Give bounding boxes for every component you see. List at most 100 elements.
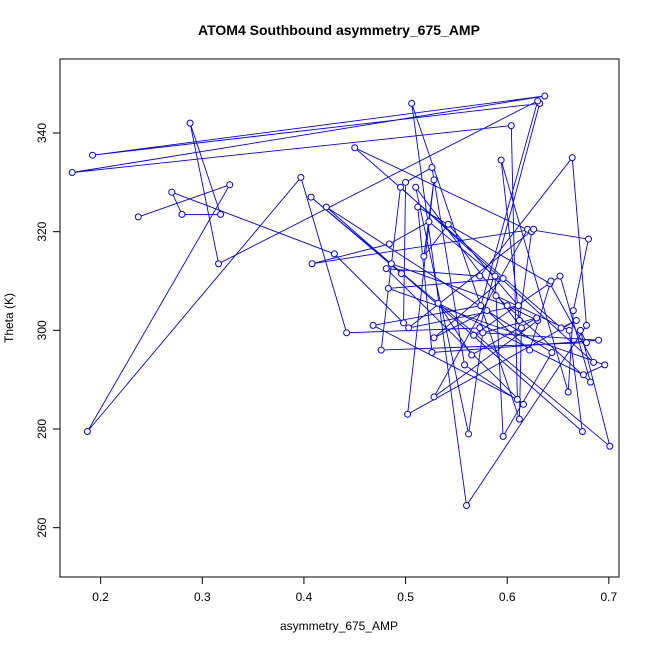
y-tick-label: 340	[35, 123, 49, 143]
data-point	[479, 329, 487, 337]
chart-title: ATOM4 Southbound asymmetry_675_AMP	[198, 22, 480, 38]
data-point	[556, 272, 564, 280]
data-point	[564, 388, 572, 396]
y-tick-label: 260	[35, 517, 49, 537]
data-point	[468, 351, 476, 359]
data-point	[568, 154, 576, 162]
data-point	[587, 378, 595, 386]
data-point	[533, 314, 541, 322]
data-point	[89, 151, 97, 159]
data-point	[499, 432, 507, 440]
data-point	[576, 326, 584, 334]
data-point	[606, 442, 614, 450]
data-point	[308, 260, 316, 268]
data-point	[412, 183, 420, 191]
data-point	[476, 324, 484, 332]
data-point	[514, 302, 522, 310]
data-point	[68, 168, 76, 176]
data-point	[400, 319, 408, 327]
data-point	[83, 427, 91, 435]
data-point	[377, 346, 385, 354]
data-point	[483, 307, 491, 315]
data-point	[463, 501, 471, 509]
data-point	[402, 178, 410, 186]
data-point	[343, 329, 351, 337]
data-point	[470, 331, 478, 339]
x-tick-label: 0.2	[92, 590, 109, 604]
data-point	[425, 218, 433, 226]
data-point	[491, 272, 499, 280]
data-point	[530, 225, 538, 233]
data-point	[382, 265, 390, 273]
data-point	[226, 181, 234, 189]
data-point	[428, 164, 436, 172]
data-point	[547, 277, 555, 285]
data-point	[565, 326, 573, 334]
data-point	[526, 346, 534, 354]
y-axis-label: Theta (K)	[2, 293, 16, 343]
data-point	[541, 92, 549, 100]
data-point	[369, 321, 377, 329]
y-tick-label: 320	[35, 221, 49, 241]
data-point	[513, 395, 521, 403]
data-point	[408, 99, 416, 107]
data-point	[572, 316, 580, 324]
data-point	[428, 349, 436, 357]
data-point	[515, 415, 523, 423]
data-point	[404, 410, 412, 418]
data-point	[497, 156, 505, 164]
data-point	[178, 210, 186, 218]
data-point	[465, 430, 473, 438]
data-point	[387, 260, 395, 268]
data-point	[385, 240, 393, 248]
data-point	[430, 176, 438, 184]
data-point	[492, 292, 500, 300]
x-axis: 0.2 0.3 0.4 0.5 0.6 0.7	[92, 576, 618, 604]
x-tick-label: 0.7	[600, 590, 617, 604]
data-point	[590, 358, 598, 366]
data-point	[582, 321, 590, 329]
data-point	[420, 252, 428, 260]
data-point	[499, 275, 507, 283]
data-point	[297, 173, 305, 181]
series-line	[72, 95, 611, 507]
data-point	[186, 119, 194, 127]
x-tick-label: 0.6	[499, 590, 516, 604]
data-point	[434, 299, 442, 307]
data-point	[396, 183, 404, 191]
data-point	[548, 349, 556, 357]
data-point	[330, 250, 338, 258]
data-point	[405, 324, 413, 332]
data-point	[582, 339, 590, 347]
data-point	[168, 188, 176, 196]
data-point	[430, 393, 438, 401]
data-point	[557, 324, 565, 332]
data-point	[578, 427, 586, 435]
data-point	[322, 203, 330, 211]
data-point	[444, 220, 452, 228]
x-tick-label: 0.3	[194, 590, 211, 604]
data-point	[595, 336, 603, 344]
series-layer	[68, 92, 614, 509]
data-point	[569, 307, 577, 315]
data-point	[601, 361, 609, 369]
data-point	[579, 371, 587, 379]
data-point	[307, 193, 315, 201]
data-point	[585, 235, 593, 243]
data-point	[477, 302, 485, 310]
data-point	[534, 97, 542, 105]
data-point	[384, 284, 392, 292]
data-point	[517, 324, 525, 332]
data-point	[461, 361, 469, 369]
data-point	[215, 260, 223, 268]
data-point	[507, 122, 515, 130]
data-point	[515, 316, 523, 324]
data-point	[476, 272, 484, 280]
data-point	[397, 270, 405, 278]
x-tick-label: 0.4	[296, 590, 313, 604]
y-axis: 260 280 300 320 340	[35, 123, 61, 538]
data-point	[414, 203, 422, 211]
data-point	[134, 213, 142, 221]
data-point	[217, 210, 225, 218]
